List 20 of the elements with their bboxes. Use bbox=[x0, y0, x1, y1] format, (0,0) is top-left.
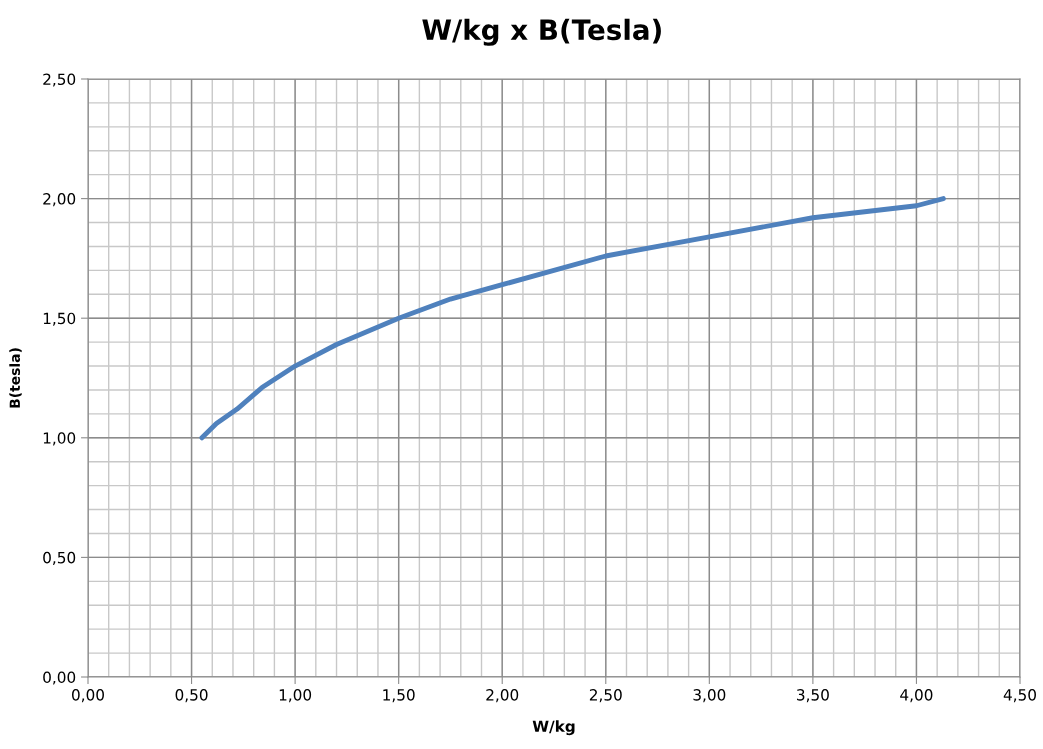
y-tick-label: 0,00 bbox=[43, 671, 76, 685]
x-tick-label: 4,50 bbox=[1003, 689, 1036, 703]
x-tick-label: 0,00 bbox=[72, 689, 104, 703]
x-tick-label: 3,00 bbox=[693, 689, 726, 703]
y-tick-label: 1,50 bbox=[43, 312, 76, 326]
y-tick-label: 1,00 bbox=[43, 432, 76, 446]
chart-title: W/kg x B(Tesla) bbox=[422, 18, 661, 46]
x-tick-label: 1,00 bbox=[279, 689, 312, 703]
x-tick-label: 3,50 bbox=[797, 689, 829, 703]
y-axis-title: B(tesla) bbox=[9, 348, 22, 408]
y-tick-label: 2,00 bbox=[43, 193, 76, 207]
x-tick-label: 2,00 bbox=[486, 689, 519, 703]
x-tick-label: 1,50 bbox=[383, 689, 415, 703]
x-tick-label: 0,50 bbox=[175, 689, 208, 703]
y-tick-label: 0,50 bbox=[43, 551, 76, 565]
line-series bbox=[199, 196, 946, 441]
x-tick-label: 2,50 bbox=[589, 689, 622, 703]
x-tick-label: 4,00 bbox=[900, 689, 933, 703]
x-axis-title: W/kg bbox=[532, 720, 575, 736]
y-tick-label: 2,50 bbox=[43, 73, 76, 87]
